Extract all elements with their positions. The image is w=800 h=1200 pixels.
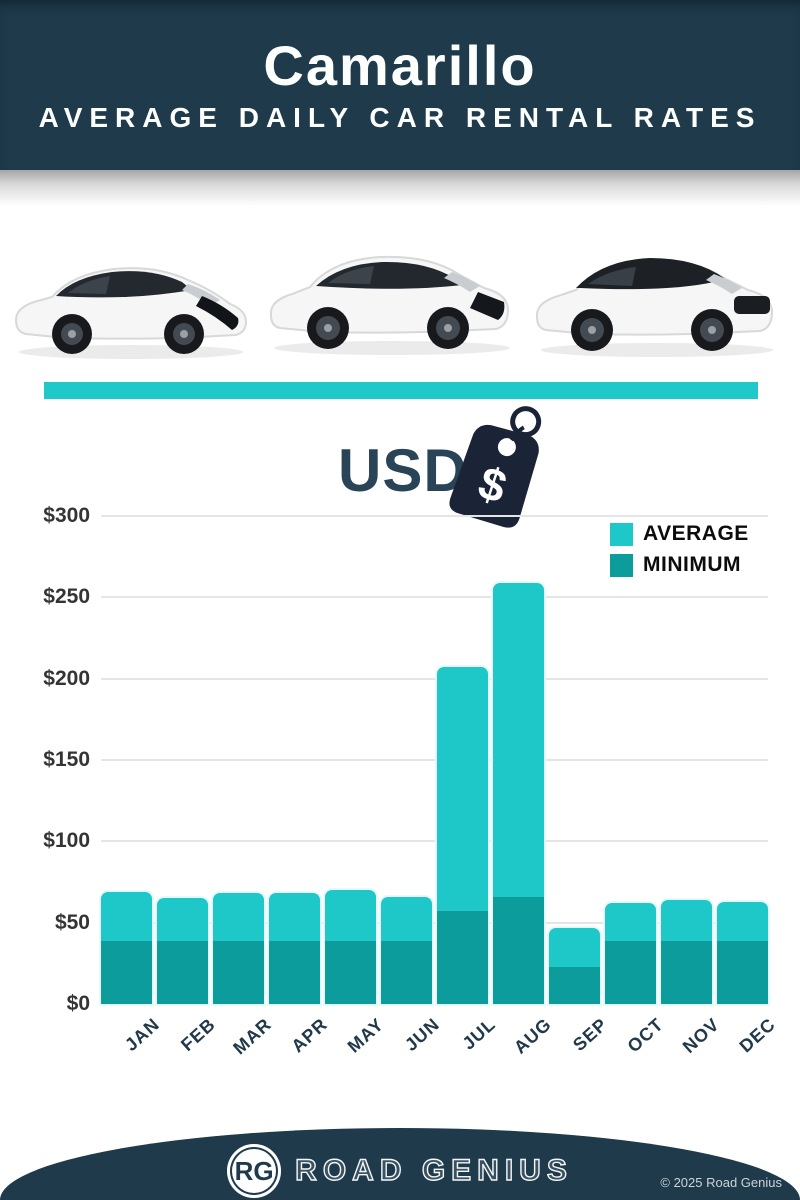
plot-area: [101, 515, 768, 1004]
y-tick-label: $250: [43, 585, 90, 609]
x-tick: MAY: [325, 1006, 387, 1076]
white-hatchback-car-icon: [14, 267, 248, 359]
x-axis: JAN FEB MAR APR MAY JUN JUL AUG SEP OCT NOV DEC: [101, 1006, 780, 1096]
y-tick-label: $150: [43, 748, 90, 771]
y-tick-label: $0: [66, 992, 90, 1015]
x-tick: JUL: [437, 1006, 499, 1076]
copyright-text: © 2025 Road Genius: [660, 1175, 782, 1190]
bar-average-sep: [549, 927, 600, 1004]
x-tick: JAN: [101, 1006, 163, 1076]
x-tick: JUN: [381, 1006, 443, 1076]
footer: RG ROAD GENIUS © 2025 Road Genius: [0, 1128, 800, 1200]
bar-average-nov: [661, 899, 712, 1004]
x-tick: APR: [269, 1006, 332, 1076]
bar-minimum-feb: [157, 940, 208, 1004]
y-tick-label: $50: [54, 910, 90, 934]
gridline: [101, 596, 768, 599]
brand-name: ROAD GENIUS: [294, 1153, 573, 1187]
bar-minimum-oct: [605, 940, 656, 1004]
average-swatch: [610, 522, 633, 546]
bar-average-jun: [381, 896, 432, 1004]
brand-logo: RG ROAD GENIUS: [0, 1144, 800, 1198]
page-title: Camarillo: [263, 34, 537, 97]
bar-minimum-aug: [493, 896, 544, 1004]
gridline: [101, 677, 768, 680]
legend: AVERAGE MINIMUM: [610, 522, 749, 577]
gridline: [101, 840, 768, 843]
x-tick: FEB: [157, 1006, 219, 1076]
bar-minimum-may: [325, 940, 376, 1004]
x-tick: MAR: [213, 1006, 275, 1076]
bar-minimum-mar: [213, 940, 264, 1004]
logo-monogram: RG: [234, 1155, 274, 1186]
bar-minimum-jun: [381, 940, 432, 1004]
minimum-label: MINIMUM: [643, 553, 741, 576]
bar-average-jul: [437, 667, 488, 1004]
bar-average-aug: [493, 582, 544, 1004]
white-suv-black-roof-car-icon: [535, 258, 774, 357]
page-subtitle: AVERAGE DAILY CAR RENTAL RATES: [38, 102, 762, 133]
minimum-swatch: [610, 553, 633, 577]
legend-item-average: AVERAGE: [610, 522, 749, 546]
bar-average-dec: [717, 901, 768, 1004]
gridline: [101, 515, 768, 517]
x-tick: AUG: [493, 1006, 555, 1076]
teal-divider: [44, 382, 758, 399]
x-tick: SEP: [549, 1006, 611, 1076]
bar-average-apr: [269, 893, 320, 1004]
rg-logo-icon: RG: [227, 1144, 282, 1198]
y-axis: $0 $50 $100 $150 $200 $250 $300: [0, 504, 90, 1015]
price-tag-dollar-icon: $: [429, 384, 573, 540]
car-images: [0, 206, 800, 381]
bar-average-mar: [213, 893, 264, 1004]
bar-minimum-jan: [101, 940, 152, 1004]
average-label: AVERAGE: [643, 522, 749, 545]
gridline: [101, 759, 768, 761]
bar-minimum-dec: [717, 940, 768, 1004]
bar-average-jan: [101, 891, 152, 1004]
bar-minimum-apr: [269, 940, 320, 1004]
bar-minimum-jul: [437, 911, 488, 1004]
bar-minimum-sep: [549, 966, 600, 1004]
month-label: DEC: [735, 1014, 780, 1057]
y-tick-label: $100: [43, 829, 90, 853]
gridline: [101, 921, 768, 924]
legend-item-minimum: MINIMUM: [610, 553, 749, 577]
x-tick: NOV: [661, 1006, 724, 1076]
bar-average-feb: [157, 898, 208, 1004]
currency-label: USD: [338, 437, 468, 504]
white-suv-car-icon: [269, 255, 510, 355]
bar-average-may: [325, 890, 376, 1004]
x-tick: DEC: [717, 1006, 780, 1076]
y-tick-label: $200: [43, 666, 90, 690]
x-tick: OCT: [605, 1006, 668, 1076]
header-shadow-band: [0, 170, 800, 206]
header: Camarillo AVERAGE DAILY CAR RENTAL RATES: [0, 0, 800, 170]
bar-average-oct: [605, 903, 656, 1004]
bar-minimum-nov: [661, 940, 712, 1004]
y-tick-label: $300: [43, 504, 90, 527]
